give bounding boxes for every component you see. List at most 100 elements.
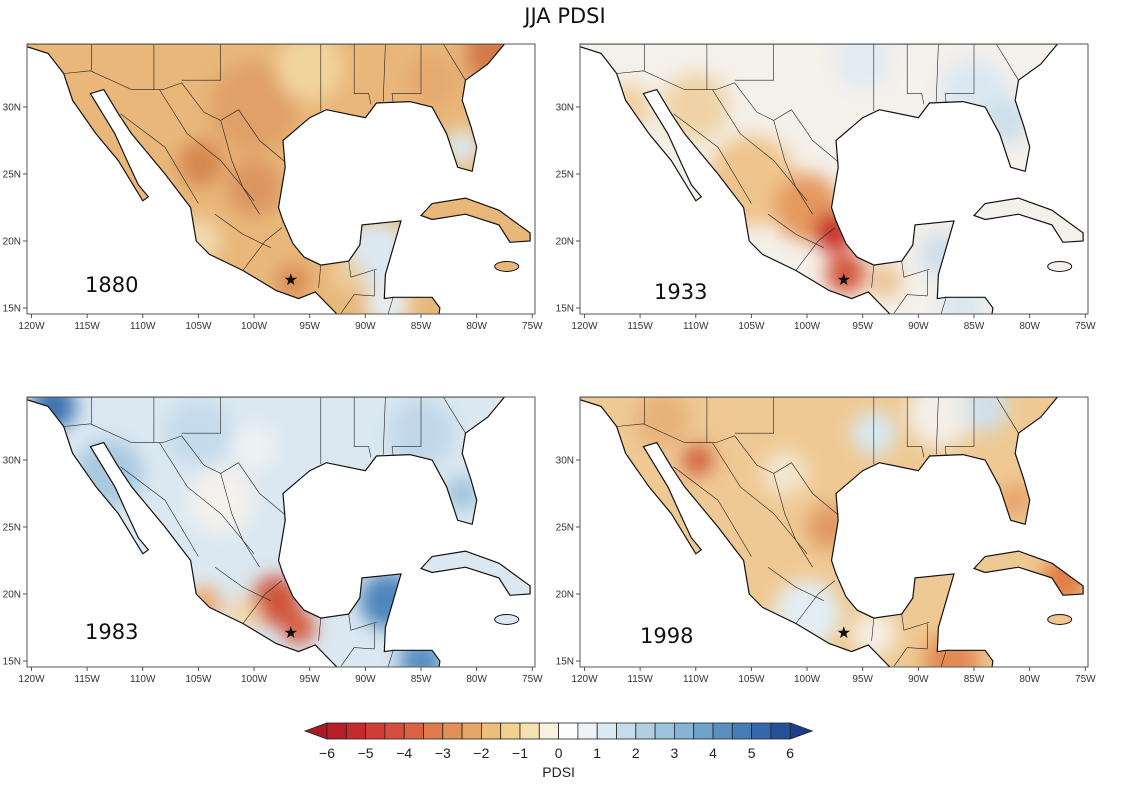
colorbar-tick-label: 0 xyxy=(555,745,563,761)
colorbar-box xyxy=(635,722,656,740)
pdsi-anomaly xyxy=(226,596,260,632)
coastline-cuba xyxy=(419,550,531,596)
pdsi-anomaly xyxy=(465,44,531,88)
lon-tick-label: 90W xyxy=(355,674,376,685)
boundary-line xyxy=(391,397,422,457)
colorbar-tick-label: 3 xyxy=(671,745,679,761)
pdsi-anomaly xyxy=(281,610,316,645)
lon-tick-label: 115W xyxy=(627,321,653,332)
star-marker-icon xyxy=(284,273,297,286)
colorbar-tick-label: −6 xyxy=(319,745,335,761)
boundary-line xyxy=(901,614,930,631)
map: 30N 25N 20N 15N 120W 115W 110W 105W 100W 95W 90W 85… xyxy=(3,396,543,685)
lon-tick-label: 80W xyxy=(1019,321,1040,332)
colorbar-tick-label: 2 xyxy=(632,745,640,761)
map-panel-1933: 30N 25N 20N 15N 120W 115W 110W 105W 100W 95W 90W 85… xyxy=(556,43,1096,332)
boundary-line xyxy=(443,44,466,81)
boundary-line xyxy=(940,297,947,314)
panel-year-label: 1998 xyxy=(640,624,693,648)
boundary-line xyxy=(159,89,255,201)
boundary-line xyxy=(795,580,836,624)
colorbar-box xyxy=(326,722,347,740)
colorbar-box xyxy=(384,722,405,740)
boundary-line xyxy=(871,618,875,641)
pdsi-anomaly xyxy=(251,575,301,626)
colorbar-box xyxy=(731,722,752,740)
lon-tick-label: 110W xyxy=(683,321,709,332)
boundary-line xyxy=(318,618,322,641)
coastline-cuba xyxy=(972,197,1084,243)
boundary-line xyxy=(340,647,375,667)
boundary-line xyxy=(871,265,875,288)
lon-tick-label: 105W xyxy=(185,321,212,332)
map-frame xyxy=(579,396,1089,668)
lon-tick-label: 120W xyxy=(18,674,45,685)
pdsi-anomaly xyxy=(634,397,691,449)
lat-tick-label: 20N xyxy=(3,589,21,600)
colorbar-box xyxy=(538,722,560,740)
boundary-line xyxy=(767,213,824,248)
coastline-jamaica xyxy=(494,613,520,625)
lat-tick-label: 20N xyxy=(3,236,21,247)
lon-tick-label: 120W xyxy=(571,321,598,332)
colorbar-low-extension xyxy=(303,722,328,740)
star-marker-icon xyxy=(837,273,850,286)
pdsi-anomaly xyxy=(178,140,223,187)
lon-tick-label: 115W xyxy=(627,674,653,685)
coastline-cuba xyxy=(419,197,531,243)
lon-tick-label: 105W xyxy=(185,674,212,685)
lon-tick-label: 90W xyxy=(355,321,376,332)
lon-tick-label: 80W xyxy=(466,674,487,685)
boundary-line xyxy=(242,227,283,271)
lon-tick-label: 100W xyxy=(794,321,821,332)
lat-tick-label: 15N xyxy=(556,656,574,667)
boundary-line xyxy=(712,89,808,201)
pdsi-anomaly xyxy=(445,476,479,511)
boundary-line xyxy=(773,473,813,568)
map-panel-1880: 30N 25N 20N 15N 120W 115W 110W 105W 100W 95W 90W 85… xyxy=(3,43,543,332)
lon-tick-label: 75W xyxy=(1075,321,1096,332)
boundary-line xyxy=(443,397,466,434)
colorbar-box xyxy=(365,722,386,740)
boundary-line xyxy=(673,466,752,557)
figure-title: JJA PDSI xyxy=(524,4,606,28)
colorbar-box xyxy=(673,722,695,740)
colorbar-box xyxy=(596,722,617,740)
lat-tick-label: 15N xyxy=(3,303,21,314)
pdsi-anomaly xyxy=(1040,557,1084,604)
boundary-line xyxy=(996,44,1019,81)
pdsi-anomaly xyxy=(187,466,255,535)
pdsi-anomaly xyxy=(834,44,891,89)
colorbar-box xyxy=(770,722,791,740)
pdsi-anomaly xyxy=(868,264,902,299)
lon-tick-label: 75W xyxy=(522,321,543,332)
boundary-line xyxy=(944,44,975,104)
pdsi-anomaly xyxy=(962,397,1008,432)
boundary-line xyxy=(616,70,839,163)
colorbar-high-extension xyxy=(789,722,814,740)
lat-tick-label: 25N xyxy=(556,169,574,180)
colorbar-box xyxy=(345,722,366,740)
coastline xyxy=(27,44,506,314)
map: 30N 25N 20N 15N 120W 115W 110W 105W 100W 95W 90W 85… xyxy=(3,43,543,332)
lon-tick-label: 105W xyxy=(738,321,765,332)
boundary-line xyxy=(795,227,836,271)
pdsi-anomaly xyxy=(606,84,652,130)
boundary-line xyxy=(340,294,375,314)
pdsi-anomaly xyxy=(773,579,841,649)
lon-tick-label: 95W xyxy=(852,321,873,332)
pdsi-anomaly xyxy=(209,61,299,153)
colorbar-box xyxy=(480,722,502,740)
pdsi-anomaly xyxy=(231,423,277,470)
lon-tick-label: 90W xyxy=(908,321,929,332)
boundary-line xyxy=(906,44,925,105)
coastline-jamaica xyxy=(494,260,520,272)
colorbar-box xyxy=(616,722,637,740)
boundary-line xyxy=(353,397,372,458)
colorbar-tick-label: 1 xyxy=(593,745,601,761)
boundary-line xyxy=(120,113,199,204)
lat-tick-label: 20N xyxy=(556,589,574,600)
lon-tick-label: 85W xyxy=(411,321,432,332)
coastline xyxy=(580,44,1059,314)
colorbar-box xyxy=(654,722,675,740)
